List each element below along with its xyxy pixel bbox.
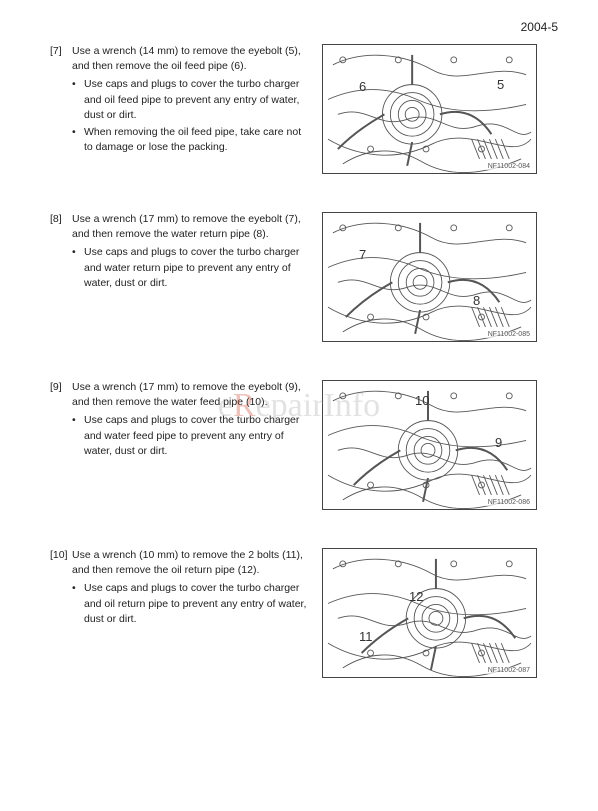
figure-callout: 11 [359,629,373,644]
manual-page: 2004-5 [7]Use a wrench (14 mm) to remove… [0,0,598,736]
figure-callout: 6 [359,79,366,94]
figure-illustration [323,549,536,678]
figure-id: NF11002-087 [486,667,532,674]
steps-container: [7]Use a wrench (14 mm) to remove the ey… [50,44,558,678]
bullet-marker: • [72,581,84,627]
step-block: [8]Use a wrench (17 mm) to remove the ey… [50,212,558,342]
figure-column: 12 11 NF11002-087 [322,548,537,678]
bullet-text: Use caps and plugs to cover the turbo ch… [84,245,310,291]
step-text-column: [7]Use a wrench (14 mm) to remove the ey… [50,44,310,158]
step-text-column: [10]Use a wrench (10 mm) to remove the 2… [50,548,310,629]
step-bullets: •Use caps and plugs to cover the turbo c… [72,413,310,459]
figure-callout: 5 [497,77,504,92]
page-number: 2004-5 [50,20,558,34]
bullet-marker: • [72,77,84,123]
step-bullets: •Use caps and plugs to cover the turbo c… [72,245,310,291]
figure-callout: 9 [495,435,502,450]
step-text-column: [8]Use a wrench (17 mm) to remove the ey… [50,212,310,293]
figure-id: NF11002-085 [486,331,532,338]
figure-callout: 7 [359,247,366,262]
step-number: [8] [50,212,72,242]
bullet-row: •Use caps and plugs to cover the turbo c… [72,413,310,459]
figure-illustration [323,381,536,510]
bullet-row: •When removing the oil feed pipe, take c… [72,125,310,155]
bullet-text: Use caps and plugs to cover the turbo ch… [84,77,310,123]
step-text-column: [9]Use a wrench (17 mm) to remove the ey… [50,380,310,461]
step-bullets: •Use caps and plugs to cover the turbo c… [72,581,310,627]
step-heading: [9]Use a wrench (17 mm) to remove the ey… [50,380,310,410]
step-title: Use a wrench (17 mm) to remove the eyebo… [72,212,310,242]
bullet-row: •Use caps and plugs to cover the turbo c… [72,581,310,627]
figure-callout: 10 [415,393,429,408]
figure-callout: 8 [473,293,480,308]
figure-callout: 12 [409,589,423,604]
figure-column: 10 9 NF11002-086 [322,380,537,510]
figure: 6 5 NF11002-084 [322,44,537,174]
step-heading: [7]Use a wrench (14 mm) to remove the ey… [50,44,310,74]
figure: 7 8 NF11002-085 [322,212,537,342]
bullet-marker: • [72,245,84,291]
step-title: Use a wrench (10 mm) to remove the 2 bol… [72,548,310,578]
bullet-text: When removing the oil feed pipe, take ca… [84,125,310,155]
step-number: [7] [50,44,72,74]
figure-column: 7 8 NF11002-085 [322,212,537,342]
step-heading: [10]Use a wrench (10 mm) to remove the 2… [50,548,310,578]
bullet-row: •Use caps and plugs to cover the turbo c… [72,77,310,123]
step-bullets: •Use caps and plugs to cover the turbo c… [72,77,310,155]
bullet-marker: • [72,125,84,155]
figure-illustration [323,45,536,174]
figure-id: NF11002-086 [486,499,532,506]
bullet-row: •Use caps and plugs to cover the turbo c… [72,245,310,291]
bullet-text: Use caps and plugs to cover the turbo ch… [84,581,310,627]
figure-id: NF11002-084 [486,163,532,170]
figure: 10 9 NF11002-086 [322,380,537,510]
step-title: Use a wrench (14 mm) to remove the eyebo… [72,44,310,74]
figure-column: 6 5 NF11002-084 [322,44,537,174]
step-block: [7]Use a wrench (14 mm) to remove the ey… [50,44,558,174]
step-title: Use a wrench (17 mm) to remove the eyebo… [72,380,310,410]
step-number: [10] [50,548,72,578]
step-number: [9] [50,380,72,410]
figure-illustration [323,213,536,342]
figure: 12 11 NF11002-087 [322,548,537,678]
step-block: [9]Use a wrench (17 mm) to remove the ey… [50,380,558,510]
bullet-text: Use caps and plugs to cover the turbo ch… [84,413,310,459]
step-heading: [8]Use a wrench (17 mm) to remove the ey… [50,212,310,242]
step-block: [10]Use a wrench (10 mm) to remove the 2… [50,548,558,678]
bullet-marker: • [72,413,84,459]
